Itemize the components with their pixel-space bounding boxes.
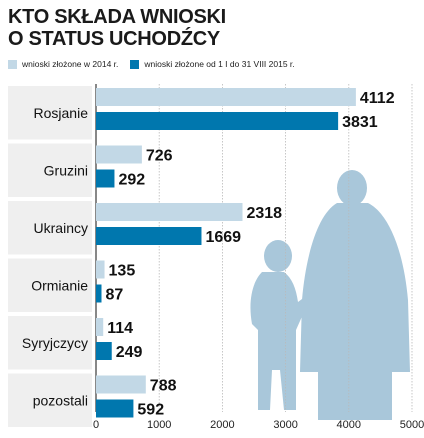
legend-item-2014: wnioski złożone w 2014 r. <box>8 59 118 69</box>
value-label-rosjanie-2015: 3831 <box>342 114 378 131</box>
category-label-ormianie: Ormianie <box>31 277 88 293</box>
value-label-ormianie-2014: 135 <box>109 263 136 280</box>
bar-ukraincy-2015 <box>96 227 202 245</box>
category-label-pozostali: pozostali <box>33 392 88 408</box>
category-panel-rosjanie <box>8 86 92 140</box>
value-label-ukraincy-2015: 1669 <box>205 229 241 246</box>
chart-title-line-2: O STATUS UCHODŹCY <box>8 28 220 50</box>
chart-title-line-1: KTO SKŁADA WNIOSKI <box>8 6 226 28</box>
category-panel-ukraincy <box>8 201 92 255</box>
x-tick-label-0: 0 <box>93 419 99 431</box>
x-tick-label-4000: 4000 <box>337 419 361 431</box>
bar-pozostali-2014 <box>96 375 146 394</box>
x-tick-label-3000: 3000 <box>273 419 297 431</box>
legend-swatch-2014 <box>8 59 17 69</box>
value-label-rosjanie-2014: 4112 <box>360 90 395 107</box>
category-labels: Rosjanie Gruzini Ukraincy Ormianie Syryjczyc… <box>22 105 88 409</box>
value-label-ukraincy-2014: 2318 <box>246 205 282 222</box>
bar-pozostali-2015 <box>96 399 134 418</box>
value-label-pozostali-2014: 788 <box>150 378 177 395</box>
legend-label-2015: wnioski złożone od 1 I do 31 VIII 2015 r… <box>144 59 295 69</box>
category-panel-pozostali <box>8 373 92 427</box>
category-panel-syryjczycy <box>8 316 92 370</box>
value-label-pozostali-2015: 592 <box>137 402 164 419</box>
x-tick-label-1000: 1000 <box>147 419 171 431</box>
bar-ormianie-2015 <box>96 284 102 303</box>
category-panel-gruzini <box>8 143 92 197</box>
value-label-syryjczycy-2015: 249 <box>116 344 143 361</box>
x-axis-tick-labels: 0 1000 2000 3000 4000 5000 <box>93 419 424 431</box>
bar-ormianie-2014 <box>96 260 105 279</box>
bar-rosjanie-2014 <box>96 88 356 106</box>
value-label-gruzini-2015: 292 <box>118 172 145 189</box>
bars <box>96 88 356 418</box>
value-label-gruzini-2014: 726 <box>146 148 173 165</box>
category-label-ukraincy: Ukraincy <box>34 220 88 236</box>
category-label-syryjczycy: Syryjczycy <box>22 335 88 351</box>
category-label-gruzini: Gruzini <box>44 162 88 178</box>
x-tick-label-2000: 2000 <box>210 419 234 431</box>
bar-ukraincy-2014 <box>96 203 243 221</box>
category-panel-ormianie <box>8 258 92 312</box>
value-label-syryjczycy-2014: 114 <box>107 320 133 337</box>
bar-rosjanie-2015 <box>96 112 339 130</box>
category-label-rosjanie: Rosjanie <box>34 105 89 121</box>
chart-title: KTO SKŁADA WNIOSKI O STATUS UCHODŹCY <box>8 6 308 50</box>
legend-swatch-2015 <box>130 59 140 69</box>
category-label-panels <box>8 86 92 427</box>
x-tick-label-5000: 5000 <box>400 419 424 431</box>
adult-and-child-silhouette-icon <box>250 170 410 420</box>
bar-gruzini-2014 <box>96 145 142 164</box>
value-labels: 4112 726 2318 135 114 788 3831 292 1669 87 249 592 <box>105 90 394 419</box>
legend-label-2014: wnioski złożone w 2014 r. <box>22 59 119 69</box>
bar-syryjczycy-2014 <box>96 318 104 336</box>
bar-syryjczycy-2015 <box>96 342 112 360</box>
chart-legend: wnioski złożone w 2014 r. wnioski złożon… <box>8 57 295 71</box>
value-label-ormianie-2015: 87 <box>105 287 123 304</box>
legend-item-2015: wnioski złożone od 1 I do 31 VIII 2015 r… <box>130 59 295 69</box>
bar-gruzini-2015 <box>96 169 115 188</box>
